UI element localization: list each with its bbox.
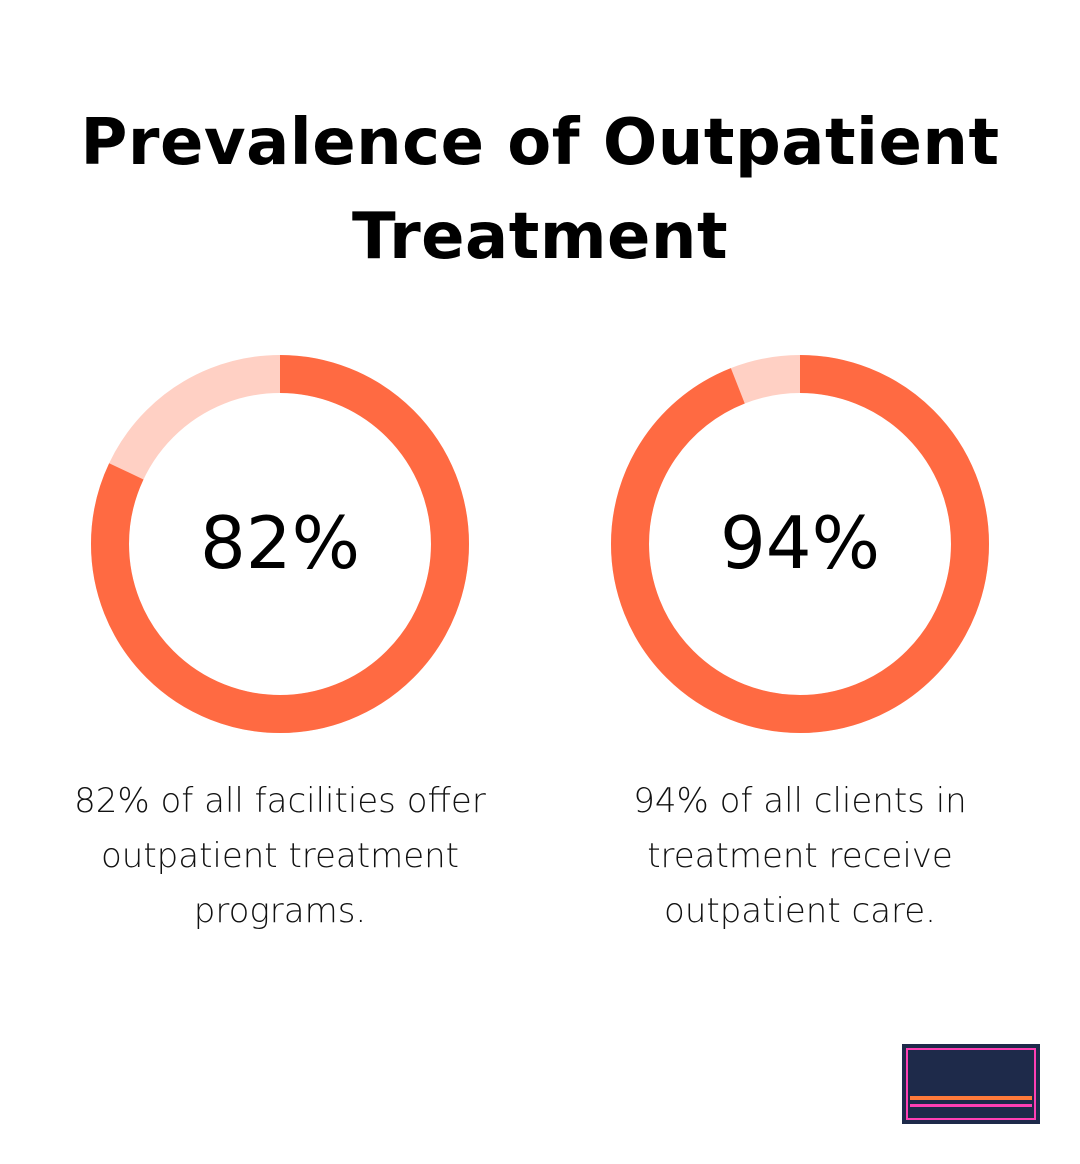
chart-title: Prevalence of Outpatient Treatment — [80, 106, 1000, 274]
stat-card-clients: 94% 94% of all clients in treatment rece… — [550, 354, 1050, 939]
donut-chart: 94% — [611, 355, 989, 733]
stat-caption: 94% of all clients in treatment receive … — [633, 781, 967, 931]
donut-chart: 82% — [91, 355, 469, 733]
donut-center-label: 82% — [200, 501, 360, 585]
amity-san-diego-logo — [902, 1044, 1040, 1124]
logo-stripe — [910, 1096, 1032, 1100]
logo-frame — [906, 1048, 1036, 1120]
stat-caption: 82% of all facilities offer outpatient t… — [74, 781, 486, 931]
logo-background — [902, 1044, 1040, 1124]
donut-value-arc — [91, 355, 469, 733]
logo-stripe — [910, 1104, 1032, 1107]
donut-center-label: 94% — [720, 501, 880, 585]
stat-card-facilities: 82% 82% of all facilities offer outpatie… — [30, 354, 530, 939]
donut-value-arc — [611, 355, 989, 733]
